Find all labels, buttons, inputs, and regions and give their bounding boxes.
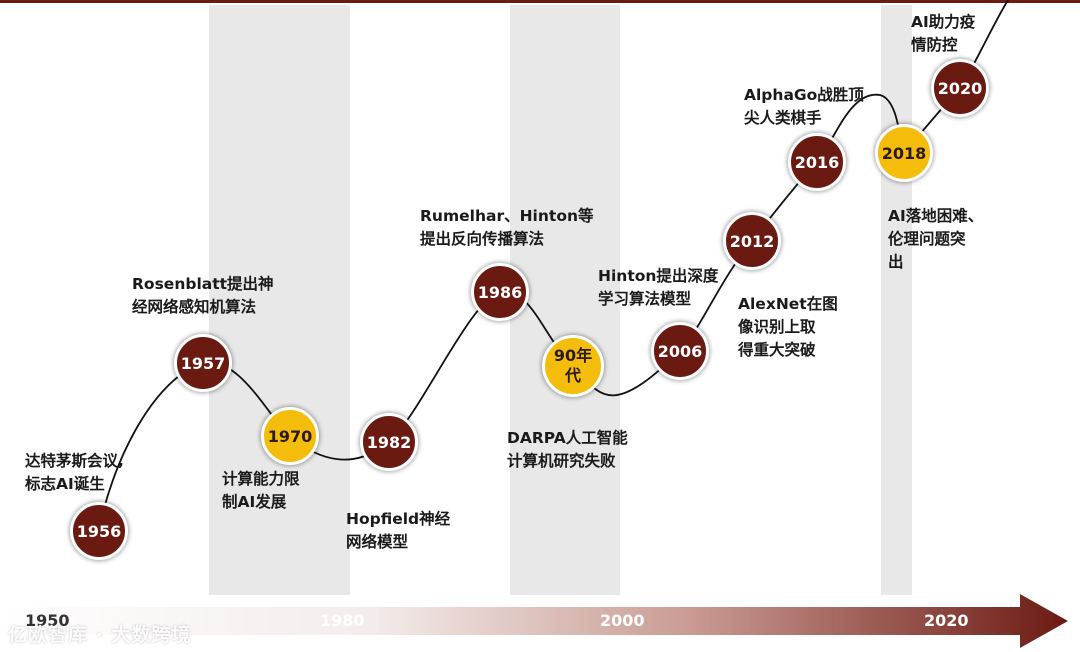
milestone-2006-label: Hinton提出深度 学习算法模型 xyxy=(598,267,719,308)
milestone-2012-label: AlexNet在图 像识别上取 得重大突破 xyxy=(738,295,838,359)
era-band-2018 xyxy=(881,5,912,595)
top-border xyxy=(0,0,1080,3)
milestone-2020: 2020 xyxy=(931,59,989,117)
milestone-1956: 1956 xyxy=(70,502,128,560)
milestone-1970: 1970 xyxy=(261,407,319,465)
milestone-2020-label: AI助力疫 情防控 xyxy=(911,13,976,54)
milestone-1956-label: 达特茅斯会议, 标志AI诞生 xyxy=(25,452,124,493)
axis-label-1950: 1950 xyxy=(25,611,70,630)
milestone-2012: 2012 xyxy=(723,212,781,270)
watermark: 亿欧智库 · 大数跨境 xyxy=(8,624,192,646)
milestone-1986: 1986 xyxy=(471,263,529,321)
milestone-2016-label: AlphaGo战胜顶 尖人类棋手 xyxy=(744,86,864,127)
axis-label-2000: 2000 xyxy=(600,611,645,630)
milestone-2018-label: AI落地困难、 伦理问题突出 xyxy=(888,207,984,271)
milestone-1990s-label: DARPA人工智能 计算机研究失败 xyxy=(507,429,628,470)
axis-label-1980: 1980 xyxy=(320,611,365,630)
milestone-1957-label: Rosenblatt提出神 经网络感知机算法 xyxy=(132,275,274,316)
milestone-2016: 2016 xyxy=(788,133,846,191)
era-band-1970s xyxy=(209,5,350,595)
milestone-1957: 1957 xyxy=(174,334,232,392)
milestone-1986-label: Rumelhar、Hinton等 提出反向传播算法 xyxy=(420,207,594,248)
axis-label-2020: 2020 xyxy=(924,611,969,630)
milestone-2018: 2018 xyxy=(875,124,933,182)
milestone-1982: 1982 xyxy=(360,413,418,471)
timeline-arrow xyxy=(0,594,1068,648)
milestone-1970-label: 计算能力限 制AI发展 xyxy=(222,470,300,511)
milestone-1982-label: Hopfield神经 网络模型 xyxy=(346,510,451,551)
milestone-1990s: 90年代 xyxy=(542,335,604,397)
era-band-1990s xyxy=(510,5,620,595)
milestone-2006: 2006 xyxy=(651,322,709,380)
